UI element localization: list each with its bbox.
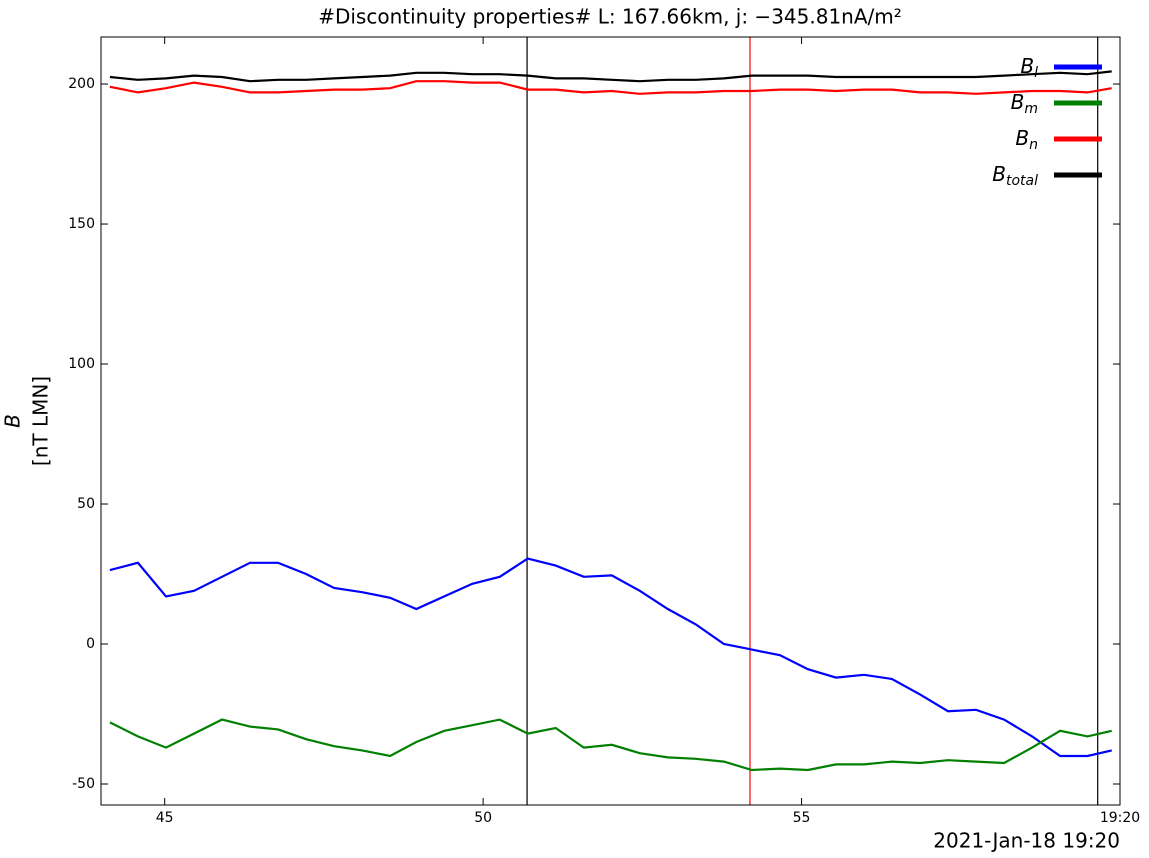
legend-symbol: B: [1011, 90, 1025, 114]
y-tick-label: 50: [77, 496, 95, 512]
data-line: [109, 80, 1112, 95]
y-tick-label: 100: [68, 356, 95, 372]
legend-symbol: B: [1015, 126, 1029, 150]
x-tick-label: 55: [793, 810, 811, 826]
y-tick-label: 150: [68, 216, 95, 232]
data-line: [109, 70, 1112, 83]
x-tick-label: 45: [156, 810, 174, 826]
data-line: [109, 718, 1112, 772]
plot-frame: [100, 36, 1121, 806]
x-tick-label: 50: [474, 810, 492, 826]
legend-label: Btotal: [992, 162, 1038, 190]
legend-label: Bn: [1015, 126, 1038, 154]
y-tick-label: 200: [68, 76, 95, 92]
y-axis-label-unit: [nT LMN]: [29, 376, 53, 466]
x-axis-label: 2021-Jan-18 19:20: [933, 829, 1120, 853]
chart-title: #Discontinuity properties# L: 167.66km, …: [318, 5, 902, 29]
data-line: [109, 557, 1112, 758]
y-axis-label-symbol: B: [1, 414, 25, 428]
y-tick-label: 0: [86, 636, 95, 652]
legend-symbol: B: [992, 162, 1006, 186]
y-axis-label: B [nT LMN]: [1, 376, 53, 466]
legend-label: Bm: [1011, 90, 1038, 118]
legend-label: Bl: [1020, 54, 1038, 82]
y-tick-label: -50: [72, 776, 95, 792]
legend-subscript: total: [1006, 173, 1038, 189]
legend-symbol: B: [1020, 54, 1034, 78]
x-tick-label: 19:20: [1100, 810, 1140, 826]
legend-subscript: n: [1029, 137, 1038, 153]
legend-subscript: l: [1034, 65, 1038, 81]
legend-subscript: m: [1024, 101, 1038, 117]
